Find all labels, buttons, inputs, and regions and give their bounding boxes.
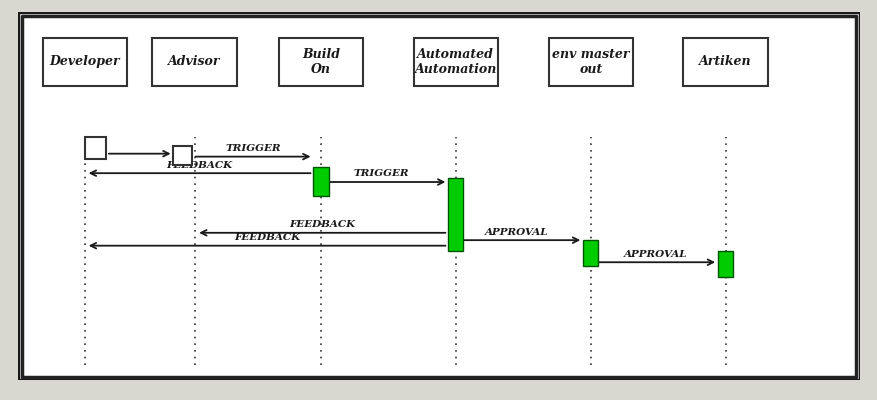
Text: env master
out: env master out (552, 48, 629, 76)
Text: Developer: Developer (50, 55, 120, 68)
Bar (153, 38, 237, 86)
Text: Artiken: Artiken (698, 55, 751, 68)
Text: Build
On: Build On (302, 48, 339, 76)
Text: APPROVAL: APPROVAL (623, 250, 686, 259)
Text: FEEDBACK: FEEDBACK (234, 233, 300, 242)
Bar (85, 137, 106, 159)
Bar (43, 38, 127, 86)
Bar (279, 38, 363, 86)
Bar (313, 166, 328, 196)
Bar (582, 240, 597, 266)
Text: FEEDBACK: FEEDBACK (167, 160, 232, 170)
Text: APPROVAL: APPROVAL (484, 228, 547, 236)
Text: TRIGGER: TRIGGER (225, 144, 281, 153)
Bar (448, 178, 463, 251)
Text: Automated
Automation: Automated Automation (414, 48, 496, 76)
Bar (717, 251, 732, 277)
Bar (174, 146, 192, 165)
Bar (682, 38, 766, 86)
Text: TRIGGER: TRIGGER (353, 170, 409, 178)
Text: Advisor: Advisor (168, 55, 220, 68)
Text: FEEDBACK: FEEDBACK (289, 220, 355, 229)
Bar (548, 38, 632, 86)
Bar (413, 38, 497, 86)
